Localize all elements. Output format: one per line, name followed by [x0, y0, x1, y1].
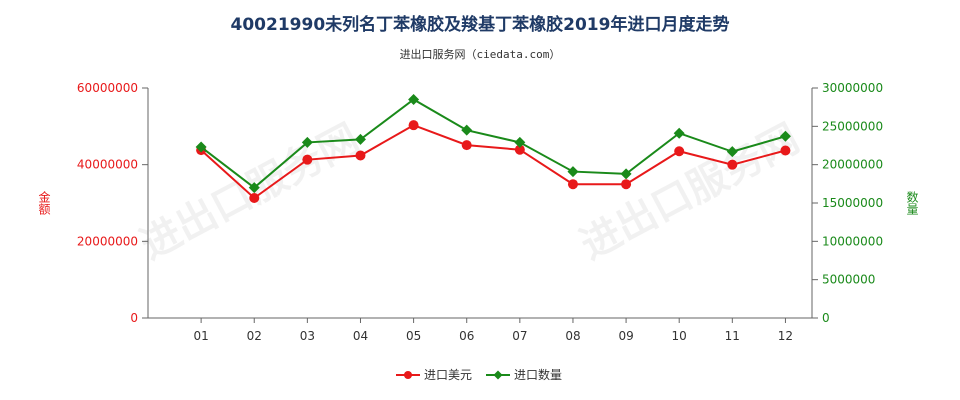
- x-tick-label: 03: [300, 329, 315, 343]
- right-tick-label: 25000000: [822, 119, 883, 133]
- data-point: [673, 127, 685, 139]
- right-tick-label: 10000000: [822, 234, 883, 248]
- legend-label: 进口美元: [424, 368, 472, 382]
- data-point: [249, 193, 260, 204]
- chart-title: 40021990未列名丁苯橡胶及羧基丁苯橡胶2019年进口月度走势: [231, 14, 730, 35]
- x-tick-label: 05: [406, 329, 421, 343]
- data-point: [354, 133, 366, 145]
- data-point: [620, 168, 632, 180]
- watermark: 进出口服务网 进出口服务网: [133, 116, 807, 269]
- data-point: [195, 141, 207, 153]
- x-tick-label: 07: [512, 329, 527, 343]
- x-tick-label: 12: [778, 329, 793, 343]
- data-point: [674, 146, 685, 157]
- x-tick-label: 09: [618, 329, 633, 343]
- data-point: [567, 179, 578, 190]
- legend-label: 进口数量: [514, 367, 562, 382]
- x-tick-label: 04: [353, 329, 368, 343]
- legend: 进口美元 进口数量: [396, 367, 562, 382]
- data-point: [514, 144, 525, 155]
- left-tick-label: 60000000: [77, 81, 138, 95]
- left-tick-label: 20000000: [77, 234, 138, 248]
- legend-marker: [493, 370, 503, 380]
- right-tick-label: 30000000: [822, 81, 883, 95]
- data-point: [514, 136, 526, 148]
- series-layer: [195, 94, 791, 204]
- right-tick-label: 0: [822, 311, 830, 325]
- data-point: [408, 94, 420, 105]
- x-tick-label: 06: [459, 329, 474, 343]
- chart-subtitle: 进出口服务网（ciedata.com）: [400, 47, 561, 61]
- x-tick-label: 10: [672, 329, 687, 343]
- data-point: [461, 140, 472, 151]
- x-tick-label: 01: [193, 329, 208, 343]
- data-point: [726, 146, 738, 158]
- data-point: [248, 182, 260, 194]
- data-point: [779, 130, 791, 142]
- y-right-axis-title: 数量: [905, 190, 919, 215]
- data-point: [727, 159, 738, 170]
- axes: 0 20000000 40000000 60000000 0 5000000 1000000…: [37, 81, 919, 343]
- data-point: [301, 136, 313, 148]
- data-point: [461, 124, 473, 136]
- left-tick-label: 40000000: [77, 158, 138, 172]
- x-tick-label: 11: [725, 329, 740, 343]
- watermark-text: 进出口服务网: [133, 116, 367, 269]
- watermark-text: 进出口服务网: [573, 116, 807, 269]
- legend-marker: [404, 371, 412, 379]
- x-tick-label: 08: [565, 329, 580, 343]
- x-tick-label: 02: [247, 329, 262, 343]
- series-line: [200, 124, 786, 200]
- data-point: [621, 179, 632, 190]
- right-tick-label: 15000000: [822, 196, 883, 210]
- data-point: [302, 154, 313, 165]
- data-point: [408, 120, 419, 131]
- y-left-axis-title: 金额: [37, 190, 51, 216]
- data-point: [780, 145, 791, 156]
- right-tick-label: 20000000: [822, 158, 883, 172]
- series-line: [200, 98, 786, 189]
- data-point: [567, 166, 579, 178]
- right-tick-label: 5000000: [822, 273, 875, 287]
- left-tick-label: 0: [130, 311, 138, 325]
- data-point: [355, 150, 366, 161]
